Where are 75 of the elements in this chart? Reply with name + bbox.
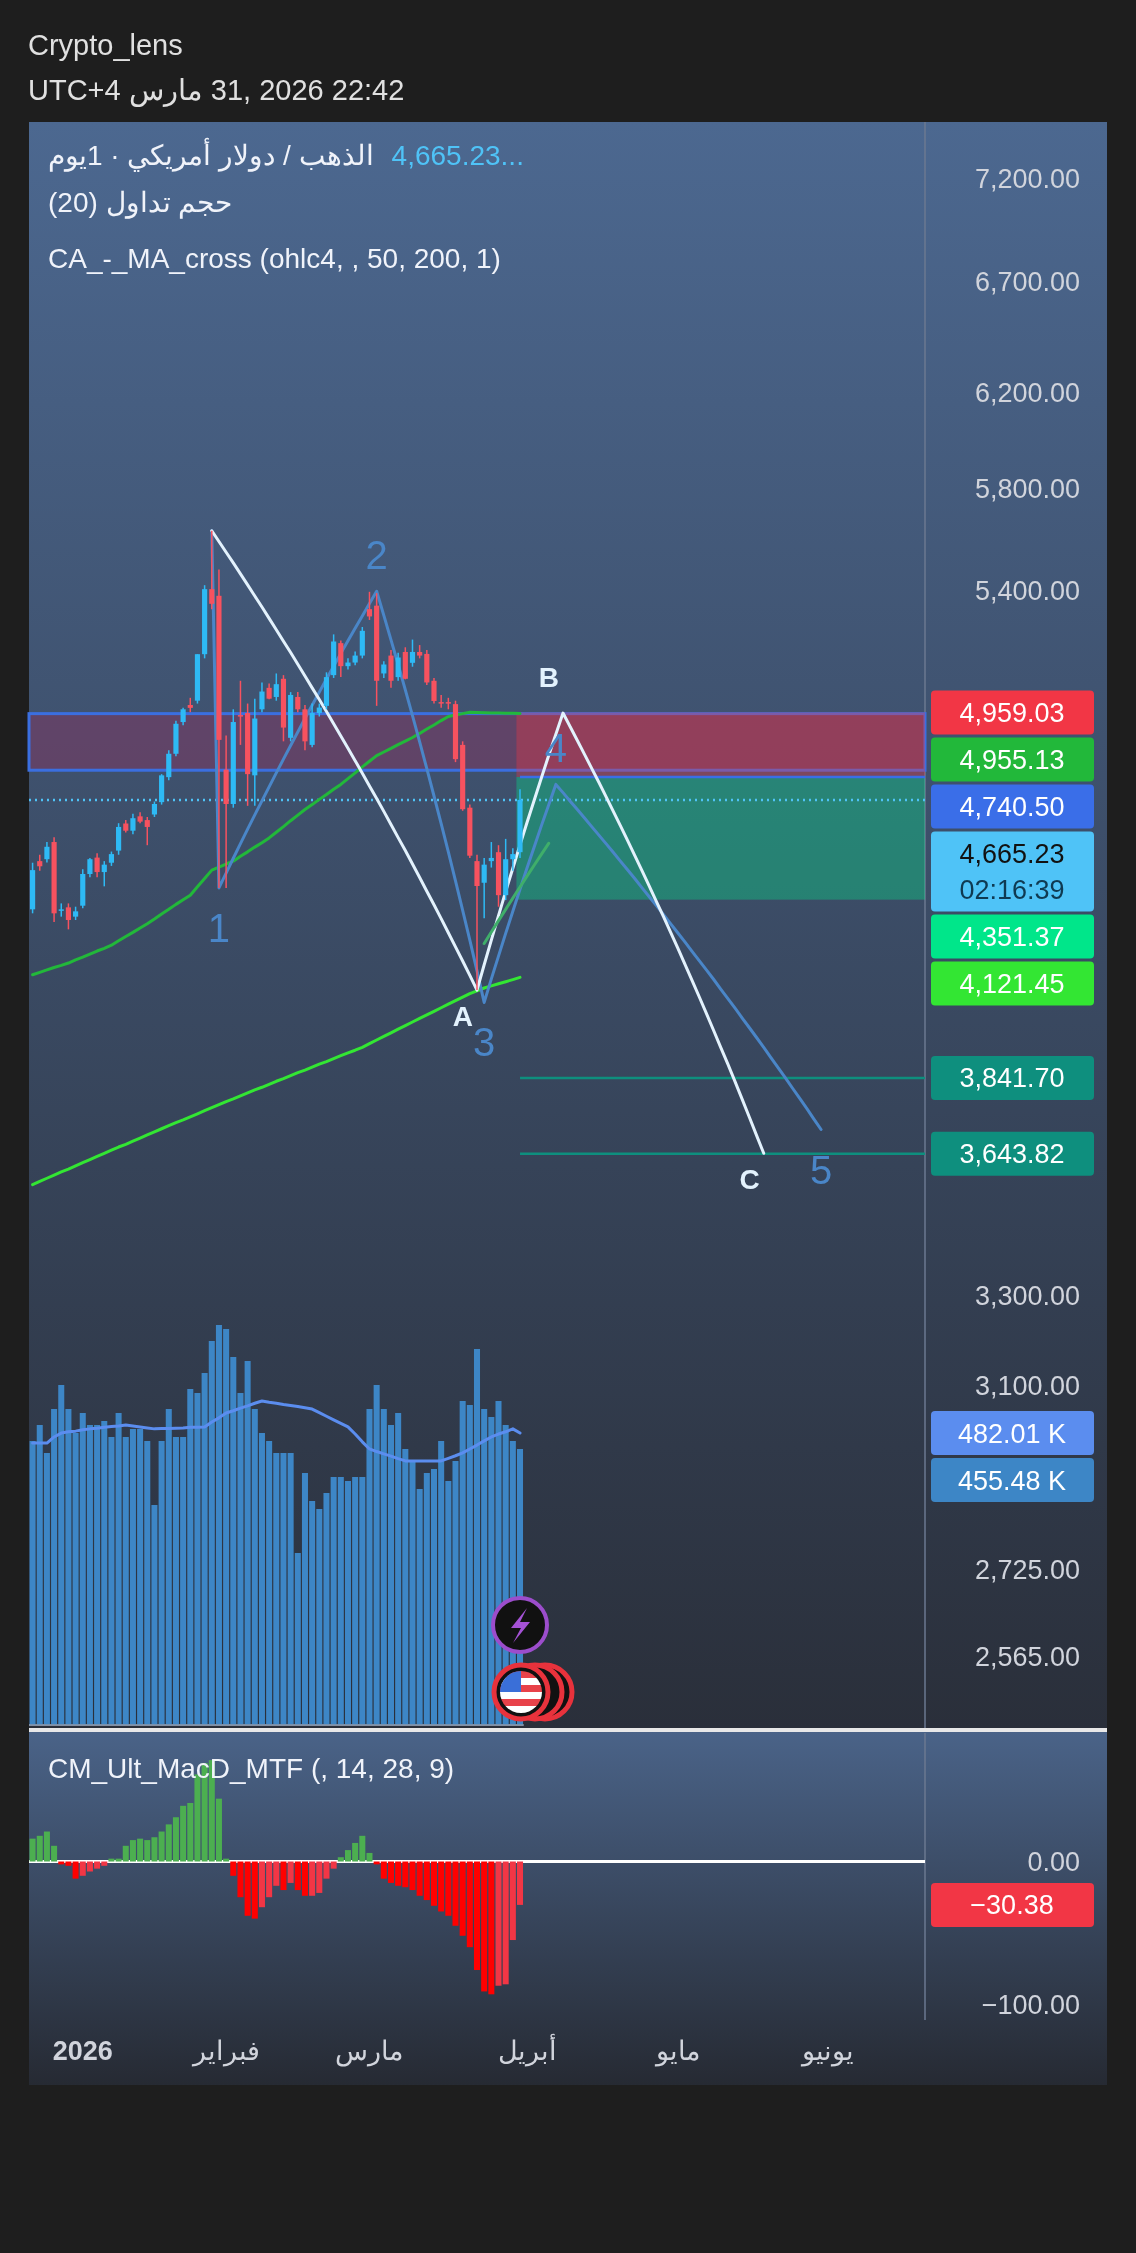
- text: 02:16:39: [959, 874, 1065, 905]
- ref-line-label: 3,841.70: [959, 1063, 1065, 1094]
- band-label: 4,351.37: [959, 921, 1065, 952]
- bar: [330, 1861, 337, 1869]
- y-tick-label: 7,200.00: [974, 163, 1080, 194]
- text: 22:42 2026 ,31 مارس UTC+4: [28, 74, 405, 108]
- x-tick-label: يونيو: [800, 2036, 855, 2067]
- line-series: [482, 841, 551, 946]
- candlestick: [166, 749, 172, 781]
- candlestick: [409, 638, 416, 668]
- candlestick: [481, 857, 487, 920]
- y-tick-label: 5,400.00: [974, 575, 1080, 606]
- annotation: 4,665.23...: [391, 140, 524, 171]
- y-tick-label: 6,200.00: [974, 378, 1080, 409]
- candlestick: [259, 681, 265, 713]
- text: 4,121.45: [959, 968, 1065, 999]
- x-tick-label: مارس: [335, 2036, 404, 2067]
- text: 482.01 K: [957, 1418, 1067, 1449]
- y-tick-label: 3,100.00: [974, 1370, 1080, 1401]
- text: 4,955.13: [959, 744, 1065, 775]
- candlestick: [87, 857, 93, 878]
- candlestick: [438, 694, 444, 709]
- x-tick-label: فبراير: [190, 2036, 260, 2067]
- y-tick-label: 2,725.00: [974, 1555, 1080, 1586]
- bar: [72, 1861, 79, 1879]
- candlestick: [395, 652, 401, 682]
- candlestick: [144, 816, 150, 846]
- bar: [108, 1858, 115, 1862]
- text: CA_-_MA_cross (ohlc4, , 50, 200, 1): [48, 243, 501, 274]
- x-tick-label: مايو: [653, 2036, 700, 2067]
- annotation: 5: [809, 1147, 833, 1192]
- line-series: [31, 975, 522, 1187]
- y-tick-label: 2,565.00: [974, 1641, 1080, 1672]
- candlestick: [37, 853, 43, 872]
- annotation: B: [538, 661, 560, 693]
- y-tick-label: −100.00: [981, 1989, 1080, 2020]
- text: CM_Ult_MacD_MTF (, 14, 28, 9): [48, 1753, 455, 1784]
- candlestick: [295, 691, 301, 713]
- candlestick: [366, 591, 373, 621]
- x-tick-label: 2026: [52, 2036, 113, 2066]
- x-tick-label: أبريل: [497, 2033, 557, 2067]
- candlestick: [65, 902, 71, 931]
- text: Crypto_lens: [28, 29, 183, 61]
- chart-title: حجم تداول (20): [48, 187, 233, 219]
- text: −30.38: [970, 1890, 1054, 1921]
- text: الذهب / دولار أمريكي · 1يوم: [48, 137, 374, 172]
- annotation: 3: [473, 1020, 496, 1065]
- y-tick-label: 5,800.00: [974, 473, 1080, 504]
- candlestick: [209, 530, 215, 610]
- candlestick: [130, 813, 136, 835]
- ref-line-label: 4,740.50: [959, 791, 1065, 822]
- annotation: 2: [365, 533, 388, 578]
- candlestick: [44, 841, 50, 864]
- y-tick-label: 3,300.00: [974, 1281, 1080, 1312]
- bar: [287, 1861, 294, 1883]
- candlestick: [101, 860, 107, 888]
- candlestick: [338, 639, 344, 678]
- annotation: C: [739, 1164, 760, 1196]
- candlestick: [345, 657, 351, 671]
- candlestick: [237, 680, 244, 746]
- candlestick: [116, 822, 122, 856]
- text: 455.48 K: [957, 1465, 1067, 1496]
- y-tick-label: 6,700.00: [974, 267, 1080, 298]
- annotation: 1: [207, 905, 231, 950]
- candlestick: [431, 677, 437, 705]
- ref-line-label: 3,643.82: [959, 1139, 1065, 1170]
- band-label: 4,959.03: [959, 697, 1065, 728]
- line-series: [31, 710, 522, 977]
- candlestick: [273, 672, 279, 702]
- y-tick-label: 0.00: [1027, 1846, 1080, 1877]
- ref-line-label: 4,665.23: [959, 838, 1065, 869]
- candlestick: [94, 852, 100, 878]
- annotation: A: [452, 1000, 473, 1032]
- candlestick: [510, 847, 516, 872]
- bar: [280, 1861, 287, 1891]
